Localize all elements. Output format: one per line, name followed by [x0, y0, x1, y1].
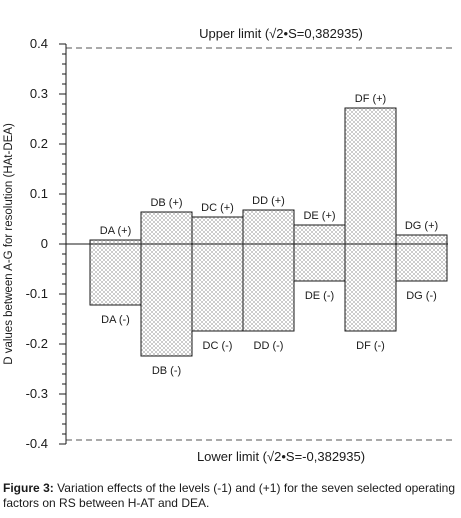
- lower-limit-label: Lower limit (√2•S=-0,382935): [197, 449, 365, 464]
- bar-label-da-minus: DA (-): [101, 314, 130, 326]
- bar-label-dc-plus: DC (+): [201, 202, 234, 214]
- y-tick-label: -0.3: [26, 386, 48, 401]
- bar-label-df-plus: DF (+): [355, 93, 386, 105]
- bar-label-dd-minus: DD (-): [254, 340, 284, 352]
- bar-df-minus: [344, 243, 397, 332]
- bar-dd-plus: [242, 209, 295, 245]
- reference-lines: Upper limit (√2•S=0,382935) Lower limit (…: [66, 26, 455, 464]
- bar-label-de-minus: DE (-): [305, 290, 334, 302]
- bar-chart: Upper limit (√2•S=0,382935) Lower limit (…: [3, 26, 455, 464]
- upper-limit-label: Upper limit (√2•S=0,382935): [199, 26, 363, 41]
- bar-labels: DA (+) DA (-) DB (+) DB (-) DC (+) DC (-) DD (…: [100, 93, 438, 377]
- y-axis-label: D values between A-G for resolution (HAt…: [3, 123, 15, 365]
- bar-label-dc-minus: DC (-): [203, 340, 233, 352]
- y-tick-label: 0.4: [30, 36, 48, 51]
- y-tick-label: 0.2: [30, 136, 48, 151]
- bar-dg-minus: [395, 243, 448, 282]
- y-tick-label: -0.1: [26, 286, 48, 301]
- bar-dd-minus: [242, 243, 295, 332]
- bar-de-minus: [293, 243, 346, 282]
- bar-label-db-minus: DB (-): [152, 365, 181, 377]
- bar-label-dd-plus: DD (+): [252, 195, 285, 207]
- y-tick-label: 0: [41, 236, 48, 251]
- bar-da-minus: [89, 243, 142, 306]
- bar-label-dg-minus: DG (-): [406, 290, 437, 302]
- bar-da-plus: [89, 239, 142, 245]
- caption-text: Variation effects of the levels (-1) and…: [3, 481, 455, 510]
- bar-df-plus: [344, 107, 397, 245]
- y-tick-label: -0.2: [26, 336, 48, 351]
- bar-db-plus: [140, 211, 193, 245]
- y-axis: 0.4 0.3 0.2 0.1 0 -0.1 -0.2 -0.3 -0.4: [26, 36, 67, 451]
- figure-caption: Figure 3: Variation effects of the level…: [3, 481, 455, 511]
- bar-de-plus: [293, 224, 346, 245]
- caption-label: Figure 3:: [3, 481, 54, 495]
- bar-label-db-plus: DB (+): [150, 197, 182, 209]
- bar-db-minus: [140, 243, 193, 357]
- bar-label-df-minus: DF (-): [356, 340, 385, 352]
- bar-label-da-plus: DA (+): [100, 225, 131, 237]
- bar-label-de-plus: DE (+): [303, 210, 335, 222]
- bar-dg-plus: [395, 234, 448, 245]
- y-tick-label: 0.3: [30, 86, 48, 101]
- bars: [66, 107, 448, 357]
- bar-label-dg-plus: DG (+): [405, 220, 438, 232]
- y-tick-label: 0.1: [30, 186, 48, 201]
- y-tick-label: -0.4: [26, 436, 48, 451]
- bar-dc-minus: [191, 243, 244, 332]
- bar-dc-plus: [191, 216, 244, 245]
